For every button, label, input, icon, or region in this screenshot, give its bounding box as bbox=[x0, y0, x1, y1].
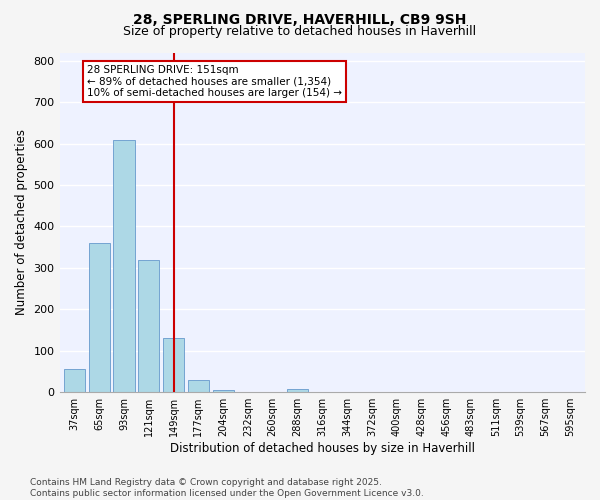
Bar bbox=[113, 140, 134, 392]
Y-axis label: Number of detached properties: Number of detached properties bbox=[15, 130, 28, 316]
Bar bbox=[163, 338, 184, 392]
Bar bbox=[89, 243, 110, 392]
Text: Contains HM Land Registry data © Crown copyright and database right 2025.
Contai: Contains HM Land Registry data © Crown c… bbox=[30, 478, 424, 498]
Text: 28 SPERLING DRIVE: 151sqm
← 89% of detached houses are smaller (1,354)
10% of se: 28 SPERLING DRIVE: 151sqm ← 89% of detac… bbox=[87, 65, 342, 98]
Bar bbox=[188, 380, 209, 392]
Bar bbox=[138, 260, 160, 392]
X-axis label: Distribution of detached houses by size in Haverhill: Distribution of detached houses by size … bbox=[170, 442, 475, 455]
Bar bbox=[64, 370, 85, 392]
Bar bbox=[287, 390, 308, 392]
Text: Size of property relative to detached houses in Haverhill: Size of property relative to detached ho… bbox=[124, 25, 476, 38]
Text: 28, SPERLING DRIVE, HAVERHILL, CB9 9SH: 28, SPERLING DRIVE, HAVERHILL, CB9 9SH bbox=[133, 12, 467, 26]
Bar bbox=[212, 390, 233, 392]
